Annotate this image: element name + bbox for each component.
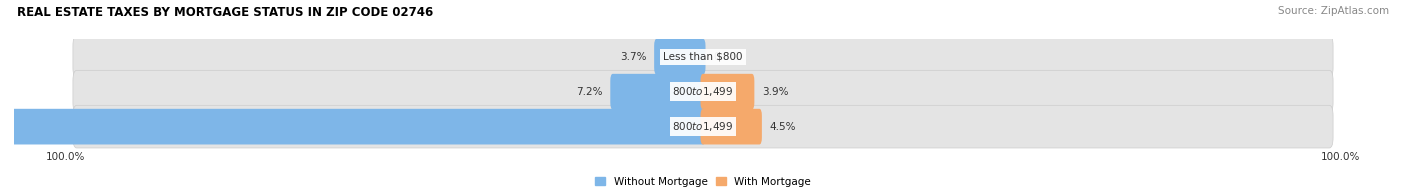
FancyBboxPatch shape	[73, 70, 1333, 113]
Text: 0.0%: 0.0%	[713, 52, 740, 62]
FancyBboxPatch shape	[654, 39, 706, 74]
Text: Source: ZipAtlas.com: Source: ZipAtlas.com	[1278, 6, 1389, 16]
Text: $800 to $1,499: $800 to $1,499	[672, 85, 734, 98]
Text: 100.0%: 100.0%	[1322, 152, 1361, 162]
Text: $800 to $1,499: $800 to $1,499	[672, 120, 734, 133]
FancyBboxPatch shape	[700, 109, 762, 144]
FancyBboxPatch shape	[73, 35, 1333, 78]
Text: 3.9%: 3.9%	[762, 87, 789, 97]
FancyBboxPatch shape	[610, 74, 706, 110]
FancyBboxPatch shape	[0, 109, 706, 144]
Legend: Without Mortgage, With Mortgage: Without Mortgage, With Mortgage	[591, 172, 815, 191]
Text: 7.2%: 7.2%	[576, 87, 603, 97]
FancyBboxPatch shape	[700, 74, 755, 110]
Text: REAL ESTATE TAXES BY MORTGAGE STATUS IN ZIP CODE 02746: REAL ESTATE TAXES BY MORTGAGE STATUS IN …	[17, 6, 433, 19]
Text: 4.5%: 4.5%	[769, 122, 796, 132]
FancyBboxPatch shape	[73, 105, 1333, 148]
Text: 100.0%: 100.0%	[45, 152, 84, 162]
Text: Less than $800: Less than $800	[664, 52, 742, 62]
Text: 3.7%: 3.7%	[620, 52, 647, 62]
